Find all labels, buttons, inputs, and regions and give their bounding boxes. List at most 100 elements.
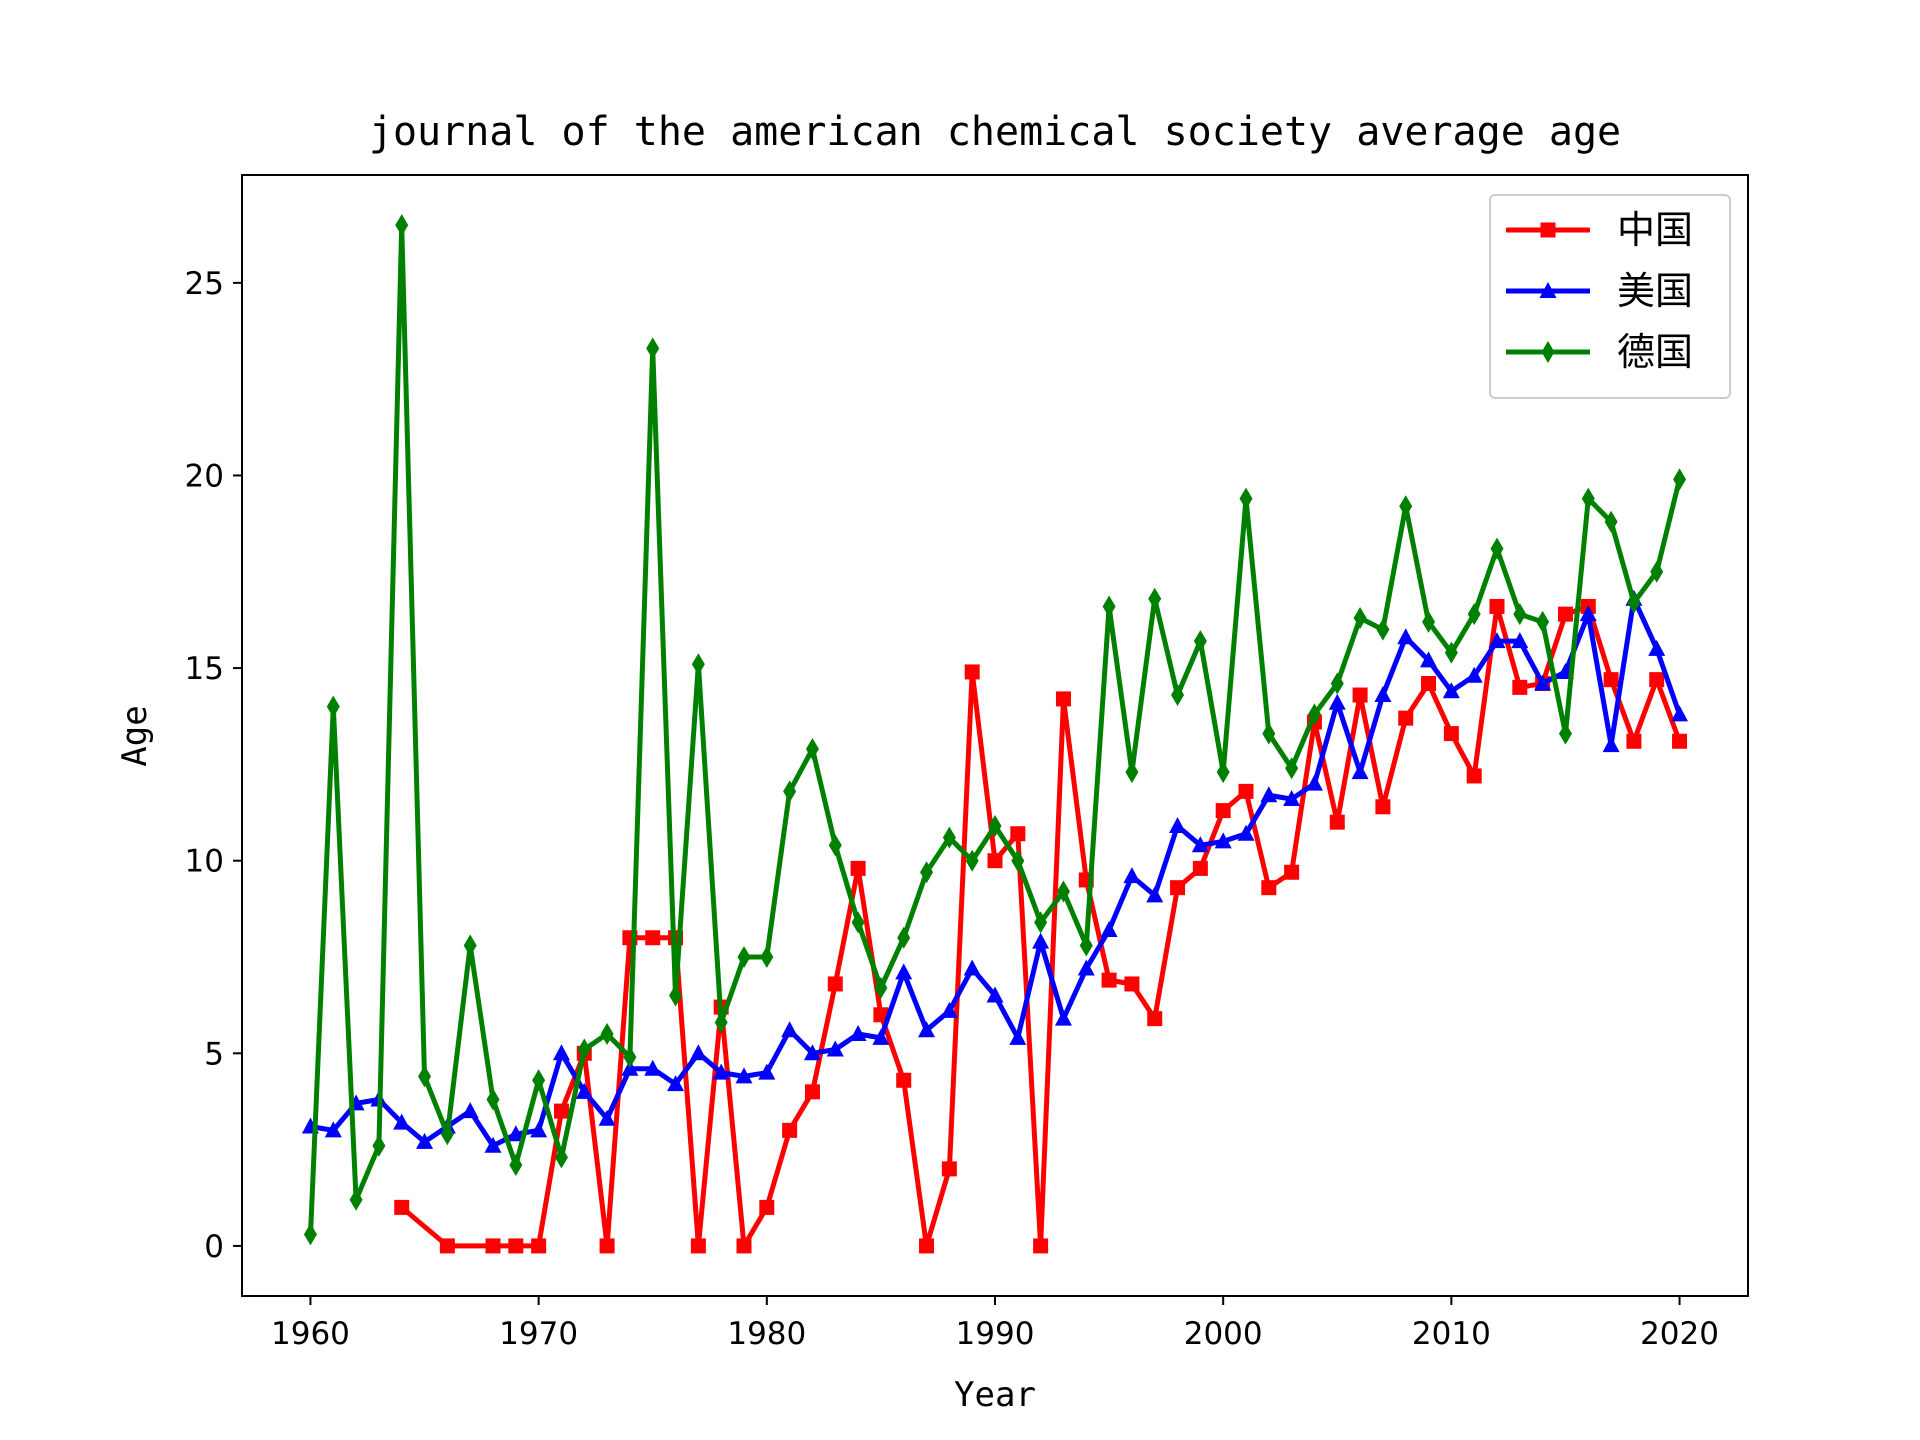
data-point <box>964 664 980 680</box>
data-point <box>553 1103 569 1119</box>
data-point <box>1283 790 1301 807</box>
data-point <box>372 1134 386 1157</box>
data-point <box>1579 605 1597 622</box>
data-point <box>689 1044 707 1061</box>
data-point <box>1101 972 1117 988</box>
series-1 <box>394 598 1688 1254</box>
data-point <box>439 1238 455 1254</box>
data-point <box>804 1084 820 1100</box>
data-point <box>1353 607 1367 630</box>
data-point <box>1490 537 1504 560</box>
data-point <box>395 214 409 237</box>
data-point <box>530 1121 548 1138</box>
data-point <box>1444 641 1458 664</box>
data-point <box>781 1021 799 1038</box>
data-point <box>1604 510 1618 533</box>
data-point <box>1239 487 1253 510</box>
legend-box <box>1489 194 1731 399</box>
data-point <box>485 1238 501 1254</box>
legend-marker <box>1540 222 1556 238</box>
data-point <box>326 695 340 718</box>
data-point <box>531 1238 547 1254</box>
y-axis-label: Age <box>115 705 155 766</box>
data-point <box>760 946 774 969</box>
data-point <box>1329 814 1345 830</box>
data-point <box>552 1044 570 1061</box>
data-point <box>1488 632 1506 649</box>
data-point <box>1442 682 1460 699</box>
data-point <box>303 1223 317 1246</box>
data-point <box>1285 757 1299 780</box>
legend-label: 德国 <box>1617 330 1693 374</box>
data-point <box>1100 921 1118 938</box>
data-point <box>1328 693 1346 710</box>
y-tick-label: 20 <box>185 458 224 494</box>
x-tick-label: 1990 <box>956 1316 1035 1352</box>
data-point <box>849 1025 867 1042</box>
y-tick-label: 25 <box>185 266 224 302</box>
data-point <box>897 926 911 949</box>
x-tick-label: 1960 <box>271 1316 350 1352</box>
data-point <box>895 963 913 980</box>
data-point <box>1648 639 1666 656</box>
data-point <box>737 946 751 969</box>
data-point <box>1534 674 1552 691</box>
data-point <box>1055 691 1071 707</box>
data-point <box>1671 705 1689 722</box>
data-point <box>1672 733 1688 749</box>
data-point <box>691 653 705 676</box>
data-point <box>1170 880 1186 896</box>
data-point <box>759 1199 775 1215</box>
data-point <box>1512 679 1528 695</box>
data-point <box>1284 864 1300 880</box>
data-point <box>1054 1009 1072 1026</box>
x-tick-label: 1970 <box>499 1316 578 1352</box>
data-point <box>1351 763 1369 780</box>
data-point <box>1191 836 1209 853</box>
data-point <box>1261 880 1277 896</box>
data-point <box>1513 603 1527 626</box>
data-point <box>1536 610 1550 633</box>
data-point <box>1305 774 1323 791</box>
data-point <box>714 1011 728 1034</box>
data-point <box>1146 886 1164 903</box>
data-point <box>1169 817 1187 834</box>
data-point <box>940 1001 958 1018</box>
series-layer <box>301 214 1689 1254</box>
data-point <box>507 1125 525 1142</box>
data-point <box>918 1021 936 1038</box>
data-point <box>532 1069 546 1092</box>
y-axis: 0 5 10 15 20 25 <box>185 266 242 1265</box>
data-point <box>986 986 1004 1003</box>
legend-label: 美国 <box>1617 269 1693 313</box>
chart-title: journal of the american chemical society… <box>369 109 1621 155</box>
data-point <box>872 1028 890 1045</box>
data-point <box>1214 832 1232 849</box>
data-point <box>758 1063 776 1080</box>
y-tick-label: 5 <box>204 1036 224 1072</box>
data-point <box>987 853 1003 869</box>
data-point <box>440 1123 454 1146</box>
data-point <box>919 1238 935 1254</box>
data-point <box>599 1238 615 1254</box>
data-point <box>941 1161 957 1177</box>
data-point <box>484 1136 502 1153</box>
data-point <box>1467 603 1481 626</box>
data-point <box>1602 736 1620 753</box>
data-point <box>508 1238 524 1254</box>
data-point <box>554 1146 568 1169</box>
data-point <box>461 1102 479 1119</box>
data-point <box>1558 722 1572 745</box>
data-point <box>1421 675 1437 691</box>
legend-item: 美国 <box>1506 269 1693 313</box>
data-point <box>1398 710 1414 726</box>
data-point <box>1420 651 1438 668</box>
data-point <box>1011 849 1025 872</box>
data-point <box>577 1038 591 1061</box>
data-point <box>712 1063 730 1080</box>
x-tick-label: 2020 <box>1640 1316 1719 1352</box>
data-point <box>827 976 843 992</box>
data-point <box>1193 630 1207 653</box>
data-point <box>736 1238 752 1254</box>
